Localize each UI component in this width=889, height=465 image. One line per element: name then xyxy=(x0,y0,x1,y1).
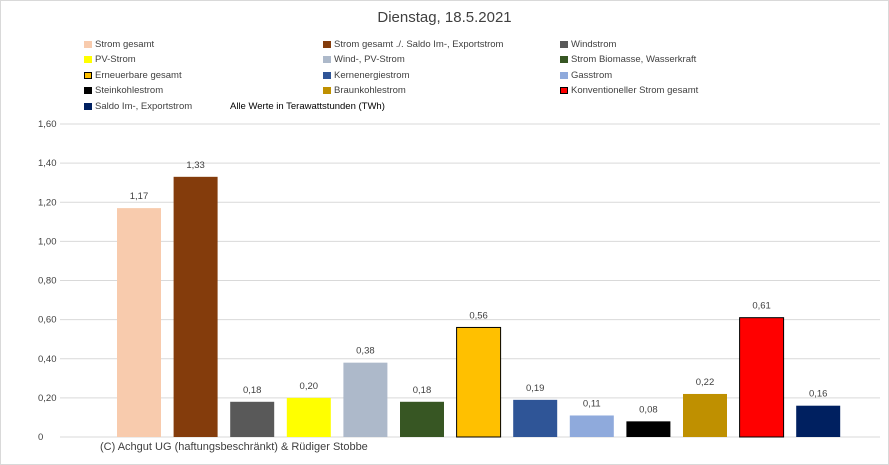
bar xyxy=(117,208,161,437)
y-tick-label: 1,00 xyxy=(38,236,57,247)
legend-label: Erneuerbare gesamt xyxy=(95,69,182,81)
unit-note: Alle Werte in Terawattstunden (TWh) xyxy=(230,101,385,112)
bar xyxy=(400,401,444,437)
legend-item: Kernenergiestrom xyxy=(323,69,410,81)
bar xyxy=(683,393,727,437)
y-tick-label: 0,60 xyxy=(38,315,57,326)
legend-label: Strom Biomasse, Wasserkraft xyxy=(571,54,697,65)
bar xyxy=(343,362,388,437)
data-label: 1,17 xyxy=(130,191,149,202)
legend-label: Kernenergiestrom xyxy=(334,69,410,81)
y-tick-label: 1,60 xyxy=(38,119,57,130)
data-label: 0,18 xyxy=(413,385,432,396)
chart-title: Dienstag, 18.5.2021 xyxy=(377,9,512,26)
y-tick-label: 0,80 xyxy=(38,276,57,287)
legend-item: Strom gesamt xyxy=(84,38,154,50)
data-label: 0,16 xyxy=(809,389,828,400)
legend-item: Konventioneller Strom gesamt xyxy=(560,85,698,97)
bar xyxy=(513,399,558,437)
bar xyxy=(230,401,275,437)
legend-label: Strom gesamt ./. Saldo Im-, Exportstrom xyxy=(334,38,504,50)
data-label: 0,18 xyxy=(243,385,262,396)
data-label: 1,33 xyxy=(186,160,205,171)
y-tick-label: 0 xyxy=(38,432,43,443)
bar xyxy=(569,415,614,437)
y-tick-label: 1,40 xyxy=(38,158,57,169)
legend-swatch xyxy=(560,56,568,63)
data-label: 0,22 xyxy=(696,377,715,388)
data-label: 0,19 xyxy=(526,383,545,394)
legend-swatch xyxy=(84,40,92,48)
legend-swatch xyxy=(84,87,92,94)
data-label: 0,38 xyxy=(356,346,375,357)
legend-swatch xyxy=(560,40,568,48)
data-label: 0,56 xyxy=(469,310,488,321)
legend-swatch xyxy=(84,71,92,79)
data-label: 0,11 xyxy=(583,398,601,409)
y-tick-label: 0,20 xyxy=(38,393,57,404)
legend-label: Steinkohlestrom xyxy=(95,85,164,96)
legend-item: Erneuerbare gesamt xyxy=(84,69,182,81)
legend-swatch xyxy=(323,87,331,94)
bar xyxy=(739,317,785,438)
legend-item: Saldo Im-, Exportstrom xyxy=(84,100,192,112)
legend-item: Braunkohlestrom xyxy=(323,85,406,97)
legend-item: Strom Biomasse, Wasserkraft xyxy=(560,54,696,66)
bar xyxy=(286,397,331,437)
legend-label: Gasstrom xyxy=(571,69,613,81)
data-label: 0,20 xyxy=(300,381,319,392)
legend-swatch xyxy=(323,40,331,48)
legend-swatch xyxy=(323,56,331,63)
bar xyxy=(173,176,218,437)
bar xyxy=(796,405,841,437)
legend-label: Windstrom xyxy=(571,38,617,50)
legend-label: PV-Strom xyxy=(95,54,136,65)
legend-label: Saldo Im-, Exportstrom xyxy=(95,100,193,112)
legend: Strom gesamt Strom gesamt ./. Saldo Im-, … xyxy=(0,0,889,115)
legend-item: PV-Strom xyxy=(84,54,136,66)
legend-label: Wind-, PV-Strom xyxy=(334,54,405,65)
data-label: 0,61 xyxy=(752,301,771,312)
legend-item: Steinkohlestrom xyxy=(84,85,163,97)
y-tick-label: 1,20 xyxy=(38,197,57,208)
legend-item: Windstrom xyxy=(560,38,616,50)
bar xyxy=(456,326,502,438)
copyright-note: (C) Achgut UG (haftungsbeschränkt) & Rüd… xyxy=(100,441,368,453)
y-tick-label: 0,40 xyxy=(38,354,57,365)
legend-item: Strom gesamt ./. Saldo Im-, Exportstrom xyxy=(323,38,503,50)
legend-swatch xyxy=(560,87,568,94)
bar xyxy=(626,421,671,437)
legend-item: Gasstrom xyxy=(560,69,612,81)
data-label: 0,08 xyxy=(639,404,658,415)
legend-label: Braunkohlestrom xyxy=(334,85,406,96)
legend-label: Konventioneller Strom gesamt xyxy=(571,85,699,96)
legend-swatch xyxy=(84,56,92,63)
legend-swatch xyxy=(84,102,92,110)
legend-swatch xyxy=(560,71,568,79)
legend-swatch xyxy=(323,71,331,79)
legend-label: Strom gesamt xyxy=(95,38,155,50)
legend-item: Wind-, PV-Strom xyxy=(323,54,405,66)
